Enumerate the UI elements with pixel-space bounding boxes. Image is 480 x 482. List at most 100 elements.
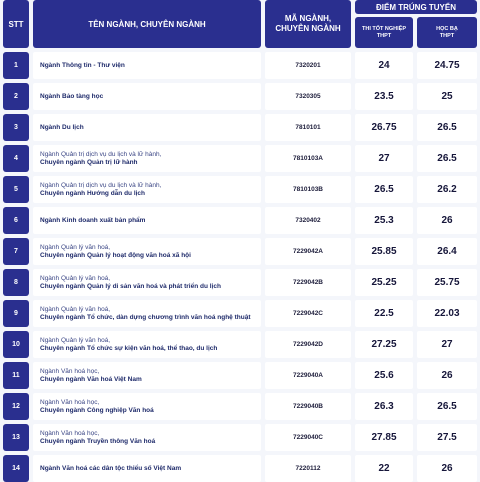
row-score-thpt-exam: 25.3 [355, 207, 413, 234]
row-program-specialization: Chuyên ngành Quản lý di sản văn hoá và p… [40, 282, 221, 290]
row-program-specialization: Chuyên ngành Hướng dẫn du lịch [40, 189, 146, 197]
row-stt: 6 [3, 207, 29, 234]
row-program-name: Ngành Kinh doanh xuất bản phẩm [33, 207, 261, 234]
row-program-specialization: Chuyên ngành Văn hoá Việt Nam [40, 375, 142, 383]
row-program-code: 7229042A [265, 238, 351, 265]
row-stt: 13 [3, 424, 29, 451]
row-program-specialization: Chuyên ngành Công nghiệp Văn hoá [40, 406, 154, 414]
row-program-name: Ngành Quản trị dịch vụ du lịch và lữ hàn… [33, 145, 261, 172]
row-score-thpt-exam: 26.75 [355, 114, 413, 141]
row-program-name: Ngành Quản lý văn hoá, Chuyên ngành Tổ ch… [33, 331, 261, 358]
row-score-transcript: 27 [417, 331, 477, 358]
table-row: 7 Ngành Quản lý văn hoá, Chuyên ngành Quản… [3, 238, 477, 265]
row-score-transcript: 27.5 [417, 424, 477, 451]
row-stt: 8 [3, 269, 29, 296]
row-program-code: 7229040A [265, 362, 351, 389]
row-score-transcript: 26.2 [417, 176, 477, 203]
row-program-code: 7810101 [265, 114, 351, 141]
row-program-code: 7320201 [265, 52, 351, 79]
row-program-code: 7810103B [265, 176, 351, 203]
row-program-major: Ngành Quản trị dịch vụ du lịch và lữ hàn… [40, 181, 162, 189]
row-program-major: Ngành Văn hoá học, [40, 429, 100, 437]
row-stt: 2 [3, 83, 29, 110]
row-program-specialization: Chuyên ngành Truyền thông Văn hoá [40, 437, 156, 445]
row-score-thpt-exam: 23.5 [355, 83, 413, 110]
row-score-transcript: 26 [417, 455, 477, 482]
row-score-thpt-exam: 27.25 [355, 331, 413, 358]
table-row: 12 Ngành Văn hoá học, Chuyên ngành Công ng… [3, 393, 477, 420]
row-score-thpt-exam: 27 [355, 145, 413, 172]
table-row: 2 Ngành Bảo tàng học 7320305 23.5 25 [3, 83, 477, 110]
table-row: 3 Ngành Du lịch 7810101 26.75 26.5 [3, 114, 477, 141]
row-score-thpt-exam: 25.6 [355, 362, 413, 389]
row-program-code: 7220112 [265, 455, 351, 482]
row-program-name: Ngành Quản lý văn hoá, Chuyên ngành Quản … [33, 238, 261, 265]
row-program-name: Ngành Thông tin - Thư viện [33, 52, 261, 79]
header-score-transcript: HỌC BẠ THPT [417, 17, 477, 48]
row-program-code: 7229040C [265, 424, 351, 451]
row-program-code: 7810103A [265, 145, 351, 172]
row-score-thpt-exam: 22.5 [355, 300, 413, 327]
row-program-name: Ngành Văn hoá học, Chuyên ngành Truyền th… [33, 424, 261, 451]
row-stt: 14 [3, 455, 29, 482]
header-name: TÊN NGÀNH, CHUYÊN NGÀNH [33, 0, 261, 48]
row-program-code: 7229042C [265, 300, 351, 327]
row-program-specialization: Ngành Văn hoá các dân tộc thiểu số Việt … [40, 464, 182, 472]
table-row: 9 Ngành Quản lý văn hoá, Chuyên ngành Tổ c… [3, 300, 477, 327]
row-score-transcript: 24.75 [417, 52, 477, 79]
row-program-code: 7320305 [265, 83, 351, 110]
row-program-specialization: Chuyên ngành Tổ chức, dàn dựng chương tr… [40, 313, 251, 321]
row-program-specialization: Chuyên ngành Quản trị lữ hành [40, 158, 138, 166]
row-stt: 9 [3, 300, 29, 327]
table-row: 5 Ngành Quản trị dịch vụ du lịch và lữ hà… [3, 176, 477, 203]
row-program-major: Ngành Quản lý văn hoá, [40, 243, 111, 251]
header-code-line2: CHUYÊN NGÀNH [275, 24, 341, 33]
table-row: 13 Ngành Văn hoá học, Chuyên ngành Truyền … [3, 424, 477, 451]
table-row: 1 Ngành Thông tin - Thư viện 7320201 24 24.7… [3, 52, 477, 79]
row-score-transcript: 22.03 [417, 300, 477, 327]
row-program-name: Ngành Quản lý văn hoá, Chuyên ngành Quản … [33, 269, 261, 296]
table-row: 8 Ngành Quản lý văn hoá, Chuyên ngành Quản… [3, 269, 477, 296]
row-score-thpt-exam: 24 [355, 52, 413, 79]
row-score-transcript: 26.5 [417, 145, 477, 172]
row-program-specialization: Ngành Du lịch [40, 123, 84, 131]
header-score: ĐIỂM TRÚNG TUYỂN [355, 0, 477, 14]
row-program-name: Ngành Văn hoá học, Chuyên ngành Công nghi… [33, 393, 261, 420]
table-header: STT TÊN NGÀNH, CHUYÊN NGÀNH MÃ NGÀNH, CH… [3, 0, 477, 48]
row-score-transcript: 26.5 [417, 114, 477, 141]
row-score-transcript: 25 [417, 83, 477, 110]
row-program-major: Ngành Quản lý văn hoá, [40, 305, 111, 313]
row-score-transcript: 25.75 [417, 269, 477, 296]
row-program-major: Ngành Quản lý văn hoá, [40, 274, 111, 282]
row-program-code: 7229042B [265, 269, 351, 296]
row-score-thpt-exam: 25.25 [355, 269, 413, 296]
table-row: 4 Ngành Quản trị dịch vụ du lịch và lữ hà… [3, 145, 477, 172]
row-score-thpt-exam: 26.5 [355, 176, 413, 203]
header-score-thpt-exam-line2: THPT [376, 32, 392, 39]
row-stt: 3 [3, 114, 29, 141]
row-score-transcript: 26 [417, 207, 477, 234]
row-stt: 1 [3, 52, 29, 79]
table-body: 1 Ngành Thông tin - Thư viện 7320201 24 24.7… [3, 52, 477, 482]
row-program-specialization: Ngành Kinh doanh xuất bản phẩm [40, 216, 146, 224]
row-score-transcript: 26.4 [417, 238, 477, 265]
row-program-code: 7229042D [265, 331, 351, 358]
row-stt: 11 [3, 362, 29, 389]
table-row: 10 Ngành Quản lý văn hoá, Chuyên ngành Tổ … [3, 331, 477, 358]
header-score-group: ĐIỂM TRÚNG TUYỂN THI TỐT NGHIỆP THPT HỌC… [355, 0, 477, 48]
header-score-subs: THI TỐT NGHIỆP THPT HỌC BẠ THPT [355, 17, 477, 48]
header-code-line1: MÃ NGÀNH, [284, 14, 332, 23]
row-stt: 10 [3, 331, 29, 358]
row-score-thpt-exam: 25.85 [355, 238, 413, 265]
row-stt: 12 [3, 393, 29, 420]
row-program-major: Ngành Quản trị dịch vụ du lịch và lữ hàn… [40, 150, 162, 158]
row-score-thpt-exam: 22 [355, 455, 413, 482]
row-score-transcript: 26.5 [417, 393, 477, 420]
row-program-name: Ngành Du lịch [33, 114, 261, 141]
table-grid: STT TÊN NGÀNH, CHUYÊN NGÀNH MÃ NGÀNH, CH… [3, 0, 477, 482]
row-program-name: Ngành Bảo tàng học [33, 83, 261, 110]
row-program-major: Ngành Văn hoá học, [40, 398, 100, 406]
row-program-major: Ngành Quản lý văn hoá, [40, 336, 111, 344]
header-score-transcript-line1: HỌC BẠ [436, 25, 458, 32]
